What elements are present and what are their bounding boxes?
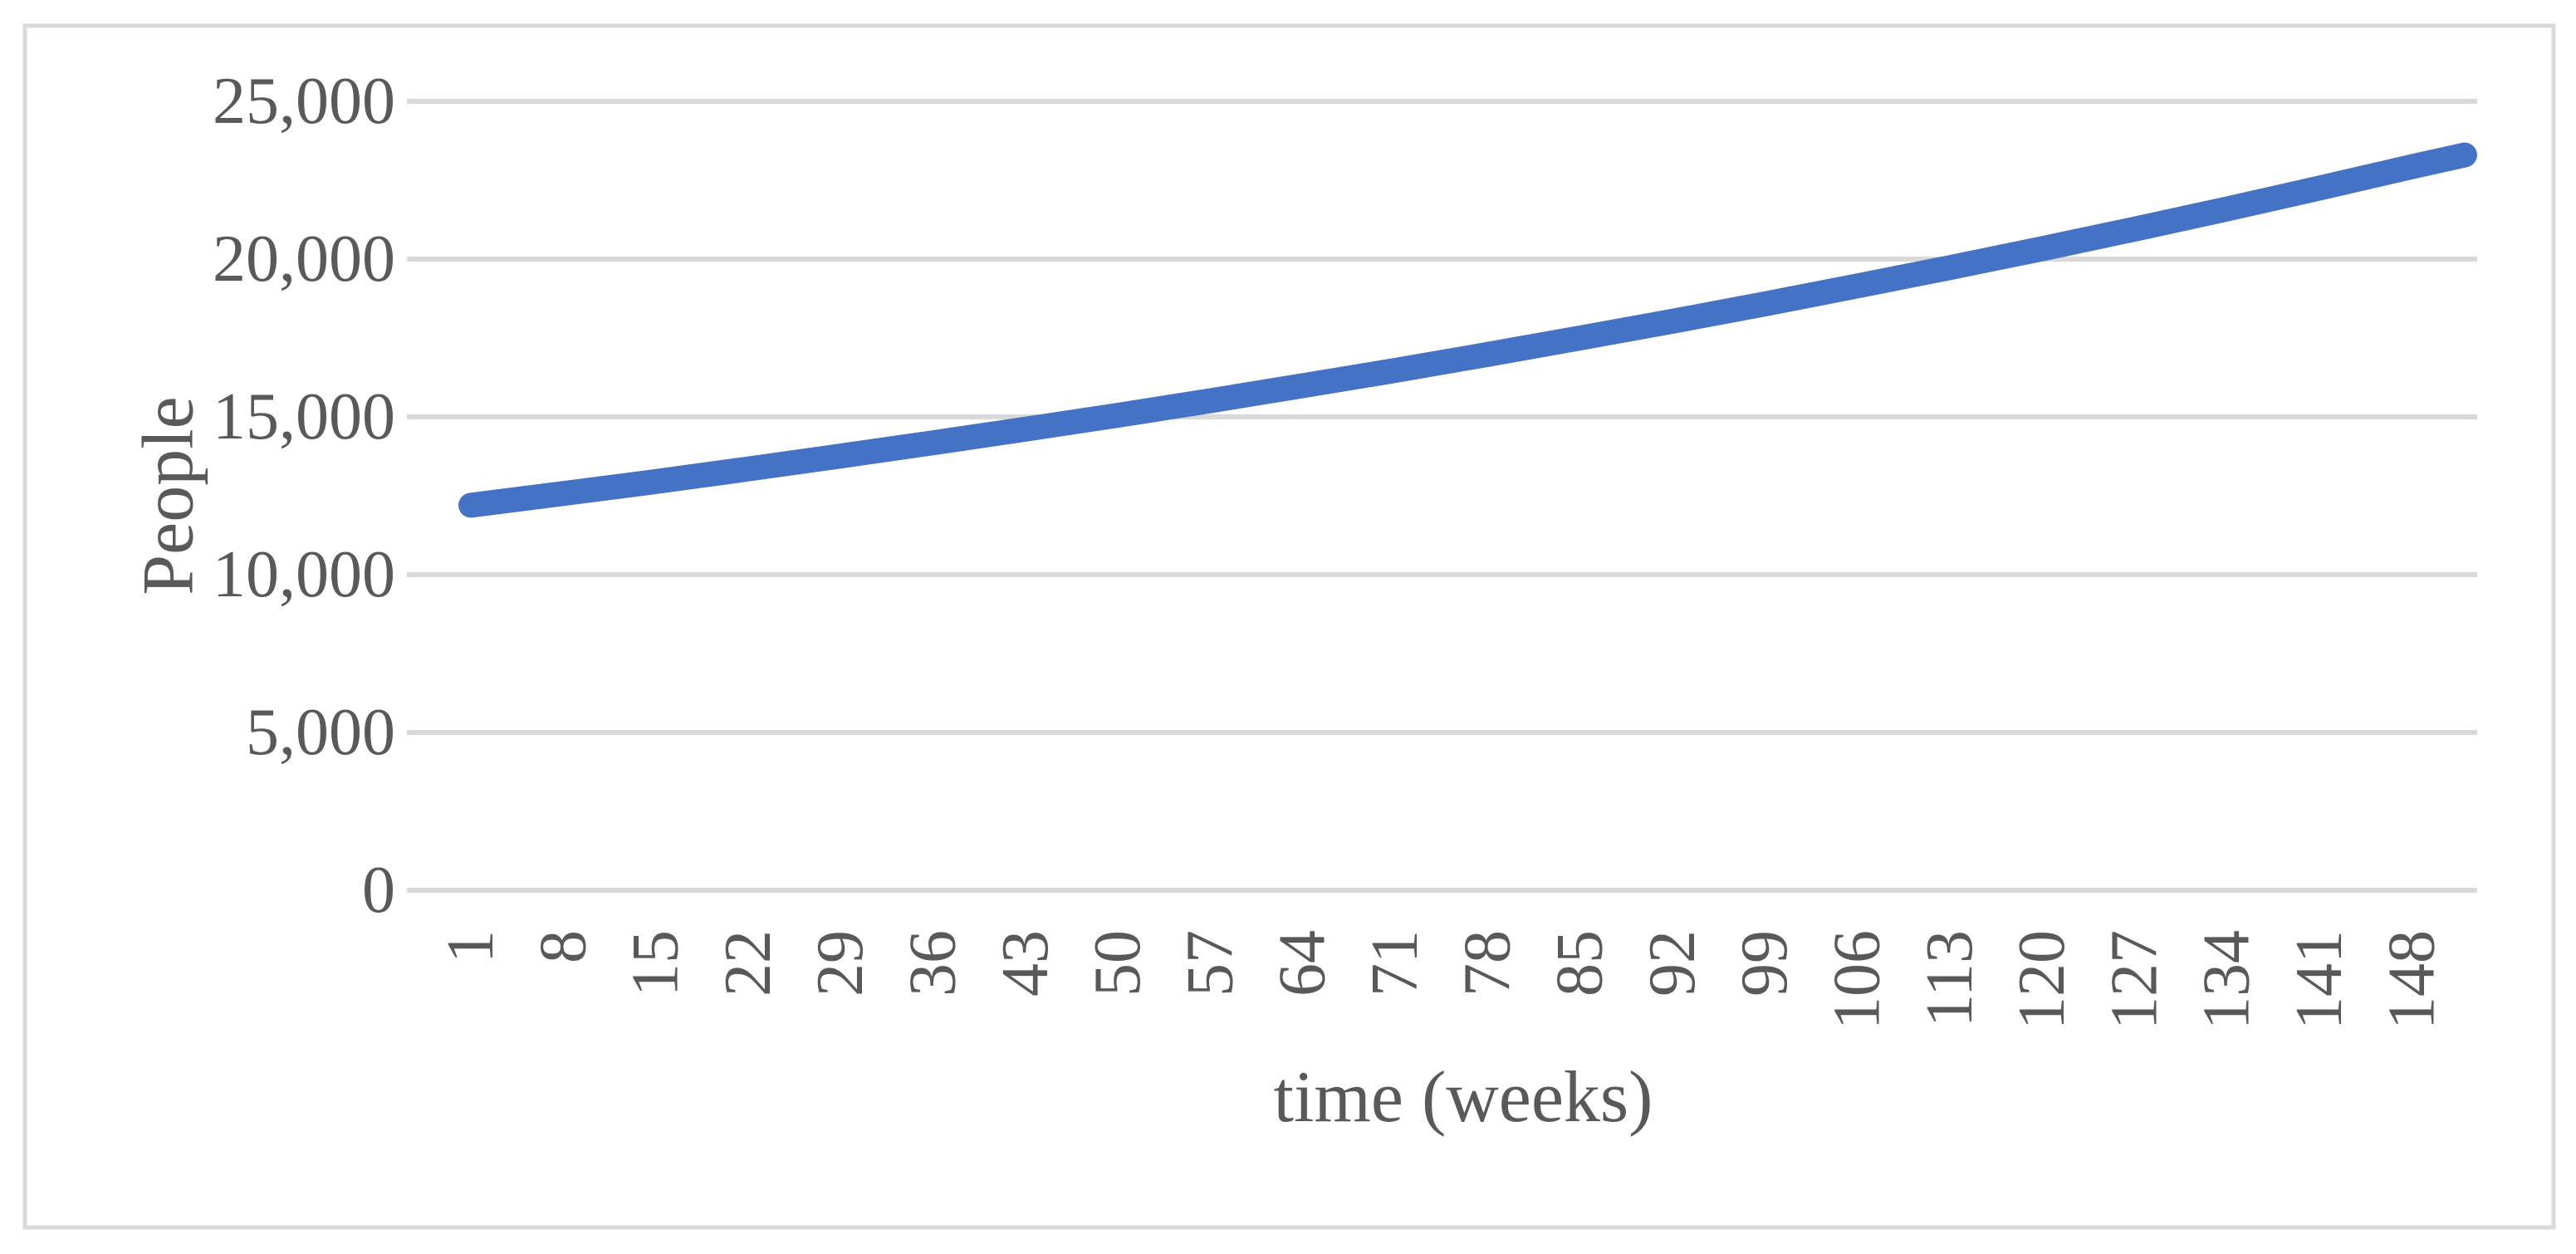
y-tick-label: 20,000 (213, 223, 395, 296)
gridlines (407, 99, 2477, 893)
x-tick-label: 57 (1173, 930, 1246, 997)
x-tick-label: 141 (2283, 930, 2356, 1030)
x-tick-label: 22 (712, 930, 785, 997)
x-tick-label: 92 (1636, 930, 1709, 997)
x-tick-label: 106 (1821, 930, 1894, 1030)
x-tick-label: 36 (897, 930, 970, 997)
x-tick-label: 50 (1081, 930, 1154, 997)
y-axis-tick-labels: 0 5,000 10,000 15,000 20,000 25,000 (213, 65, 395, 927)
y-axis-title: People (129, 396, 209, 595)
x-tick-label: 113 (1913, 930, 1986, 1027)
x-tick-label: 29 (804, 930, 877, 997)
x-axis-tick-labels: 1 8 15 22 29 36 43 50 57 64 71 78 85 92 99 106 113 120 127… (434, 930, 2448, 1030)
x-tick-label: 99 (1728, 930, 1801, 997)
x-axis-title: time (weeks) (1274, 1057, 1653, 1138)
x-tick-label: 85 (1544, 930, 1617, 997)
x-tick-label: 64 (1266, 930, 1339, 997)
x-tick-label: 8 (526, 930, 600, 963)
x-tick-label: 71 (1359, 930, 1432, 997)
x-tick-label: 120 (2005, 930, 2079, 1030)
x-tick-label: 43 (989, 930, 1062, 997)
x-tick-label: 1 (434, 930, 507, 963)
y-tick-label: 10,000 (213, 538, 395, 611)
figure-border (22, 23, 2556, 1230)
x-tick-label: 78 (1451, 930, 1524, 997)
y-tick-label: 15,000 (213, 380, 395, 453)
x-tick-label: 148 (2375, 930, 2448, 1030)
y-tick-label: 5,000 (246, 696, 395, 769)
x-tick-label: 15 (620, 930, 693, 997)
people-data-series-line (458, 142, 2477, 518)
x-tick-label: 134 (2191, 930, 2264, 1030)
x-tick-label: 127 (2098, 930, 2171, 1030)
y-tick-label: 25,000 (213, 65, 395, 138)
y-tick-label: 0 (362, 854, 395, 927)
